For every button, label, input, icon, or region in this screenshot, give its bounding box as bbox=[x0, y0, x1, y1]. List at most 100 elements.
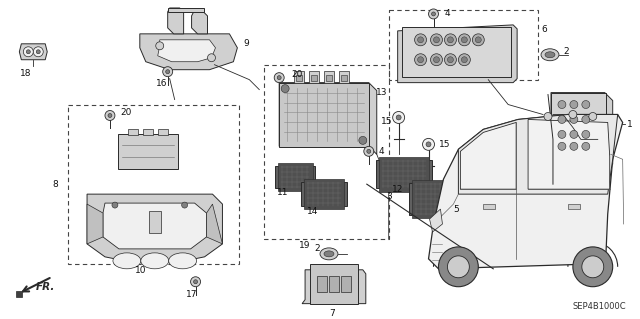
Circle shape bbox=[417, 37, 424, 43]
Text: 5: 5 bbox=[453, 204, 459, 213]
Bar bbox=[17, 291, 22, 297]
Bar bbox=[339, 71, 349, 83]
Circle shape bbox=[431, 12, 435, 16]
Text: FR.: FR. bbox=[36, 282, 56, 292]
Bar bbox=[412, 180, 467, 218]
Circle shape bbox=[393, 112, 404, 123]
Circle shape bbox=[193, 280, 198, 284]
Circle shape bbox=[26, 50, 30, 54]
Polygon shape bbox=[168, 8, 184, 34]
Circle shape bbox=[589, 113, 596, 121]
Circle shape bbox=[461, 57, 467, 63]
Bar bbox=[326, 75, 332, 81]
Circle shape bbox=[444, 34, 456, 46]
Circle shape bbox=[447, 57, 453, 63]
Circle shape bbox=[396, 115, 401, 120]
Bar bbox=[294, 71, 304, 83]
Bar bbox=[278, 163, 313, 191]
Circle shape bbox=[274, 73, 284, 83]
Circle shape bbox=[166, 70, 170, 74]
Circle shape bbox=[36, 50, 40, 54]
Bar bbox=[311, 75, 317, 81]
Circle shape bbox=[431, 34, 442, 46]
Circle shape bbox=[447, 37, 453, 43]
Circle shape bbox=[569, 110, 577, 118]
Circle shape bbox=[573, 247, 612, 287]
Circle shape bbox=[438, 247, 478, 287]
Bar bbox=[341, 75, 347, 81]
Polygon shape bbox=[528, 120, 610, 189]
Circle shape bbox=[582, 100, 590, 108]
Polygon shape bbox=[458, 115, 618, 194]
Polygon shape bbox=[207, 204, 223, 244]
Polygon shape bbox=[551, 93, 612, 164]
Ellipse shape bbox=[113, 253, 141, 269]
Circle shape bbox=[570, 142, 578, 150]
Bar bbox=[128, 130, 138, 135]
Text: 14: 14 bbox=[307, 207, 319, 216]
Circle shape bbox=[570, 115, 578, 123]
Polygon shape bbox=[408, 183, 468, 215]
Text: 17: 17 bbox=[186, 290, 197, 299]
Bar bbox=[143, 130, 153, 135]
Polygon shape bbox=[191, 12, 207, 34]
Circle shape bbox=[359, 137, 367, 145]
Circle shape bbox=[108, 114, 112, 117]
Circle shape bbox=[433, 57, 440, 63]
Polygon shape bbox=[429, 209, 442, 232]
Ellipse shape bbox=[169, 253, 196, 269]
Polygon shape bbox=[140, 34, 237, 70]
Text: 16: 16 bbox=[156, 79, 167, 88]
Bar bbox=[296, 75, 302, 81]
Circle shape bbox=[582, 142, 590, 150]
Polygon shape bbox=[87, 194, 223, 261]
Circle shape bbox=[582, 115, 590, 123]
Bar bbox=[148, 211, 161, 233]
Circle shape bbox=[429, 9, 438, 19]
Text: 7: 7 bbox=[329, 309, 335, 318]
Circle shape bbox=[558, 130, 566, 138]
Bar bbox=[341, 276, 351, 292]
Circle shape bbox=[105, 110, 115, 121]
Circle shape bbox=[476, 37, 481, 43]
Text: 13: 13 bbox=[376, 88, 387, 97]
Circle shape bbox=[558, 100, 566, 108]
Bar bbox=[483, 204, 495, 209]
Bar bbox=[264, 65, 388, 239]
Circle shape bbox=[415, 34, 426, 46]
Polygon shape bbox=[157, 40, 216, 62]
Text: 6: 6 bbox=[541, 26, 547, 34]
Polygon shape bbox=[87, 204, 103, 244]
Text: 9: 9 bbox=[243, 39, 249, 48]
Circle shape bbox=[558, 115, 566, 123]
Circle shape bbox=[447, 256, 469, 278]
Text: 15: 15 bbox=[438, 140, 450, 149]
Circle shape bbox=[431, 54, 442, 66]
Ellipse shape bbox=[320, 248, 338, 260]
Circle shape bbox=[422, 138, 435, 150]
Polygon shape bbox=[301, 182, 347, 206]
Text: 1: 1 bbox=[627, 120, 632, 129]
Text: 15: 15 bbox=[381, 117, 392, 126]
Circle shape bbox=[182, 202, 188, 208]
Circle shape bbox=[544, 113, 552, 121]
Circle shape bbox=[367, 149, 371, 153]
Circle shape bbox=[570, 130, 578, 138]
Polygon shape bbox=[376, 160, 431, 188]
Text: 10: 10 bbox=[135, 266, 147, 275]
Circle shape bbox=[472, 34, 484, 46]
Circle shape bbox=[277, 76, 281, 80]
Circle shape bbox=[156, 42, 164, 50]
Bar bbox=[551, 93, 605, 157]
Circle shape bbox=[33, 47, 44, 57]
Bar bbox=[402, 27, 511, 77]
Text: 20: 20 bbox=[120, 108, 131, 117]
Circle shape bbox=[281, 85, 289, 93]
Text: 2: 2 bbox=[314, 244, 319, 253]
Text: 8: 8 bbox=[52, 180, 58, 189]
Polygon shape bbox=[19, 44, 47, 60]
Text: 18: 18 bbox=[20, 69, 31, 78]
Circle shape bbox=[112, 202, 118, 208]
Bar bbox=[279, 83, 369, 147]
Ellipse shape bbox=[545, 52, 555, 58]
